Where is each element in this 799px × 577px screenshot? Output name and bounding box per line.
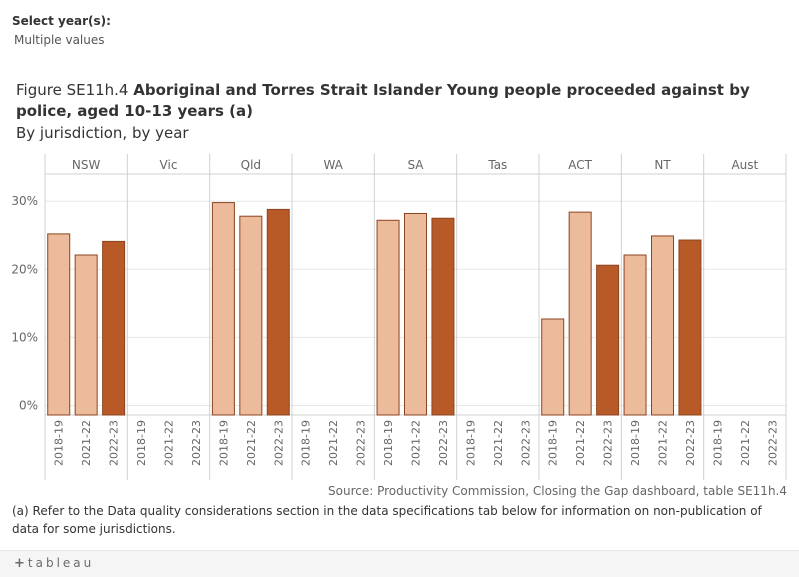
x-tick-label-wa-2018-19: 2018-19 xyxy=(300,420,313,466)
bar-act-2022-23 xyxy=(596,264,620,416)
x-tick-label-wa-2022-23: 2022-23 xyxy=(355,420,368,466)
panel-label-act: ACT xyxy=(568,158,592,172)
y-tick-label-2: 20% xyxy=(11,262,38,276)
x-tick-label-qld-2021-22: 2021-22 xyxy=(245,420,258,466)
x-tick-label-qld-2022-23: 2022-23 xyxy=(272,420,285,466)
y-tick-label-1: 10% xyxy=(11,330,38,344)
y-tick-label-0: 0% xyxy=(19,398,38,412)
tableau-footer: + tableau xyxy=(0,550,799,577)
x-tick-label-wa-2021-22: 2021-22 xyxy=(327,420,340,466)
x-tick-label-nsw-2021-22: 2021-22 xyxy=(80,420,93,466)
bar-act-2021-22 xyxy=(568,211,592,416)
footnote: (a) Refer to the Data quality considerat… xyxy=(12,504,762,536)
x-tick-label-tas-2018-19: 2018-19 xyxy=(464,420,477,466)
x-tick-label-nt-2018-19: 2018-19 xyxy=(629,420,642,466)
tableau-wordmark: tableau xyxy=(27,556,95,570)
chart-subtitle: By jurisdiction, by year xyxy=(16,124,189,142)
bar-nt-2018-19 xyxy=(623,254,647,416)
bar-sa-2022-23 xyxy=(431,217,455,416)
x-tick-label-nt-2021-22: 2021-22 xyxy=(657,420,670,466)
y-tick-label-3: 30% xyxy=(11,194,38,208)
bar-act-2018-19 xyxy=(541,318,565,416)
bar-qld-2018-19 xyxy=(211,202,235,416)
year-filter-value[interactable]: Multiple values xyxy=(14,33,105,47)
bar-nsw-2021-22 xyxy=(74,254,98,416)
x-tick-label-vic-2022-23: 2022-23 xyxy=(190,420,203,466)
bar-sa-2021-22 xyxy=(404,212,427,416)
x-tick-label-sa-2021-22: 2021-22 xyxy=(410,420,423,466)
bar-nsw-2018-19 xyxy=(47,233,71,416)
bar-qld-2021-22 xyxy=(239,215,263,416)
panel-label-nsw: NSW xyxy=(72,158,101,172)
x-tick-label-nsw-2018-19: 2018-19 xyxy=(53,420,66,466)
bar-qld-2022-23 xyxy=(266,208,290,416)
bar-nsw-2022-23 xyxy=(102,240,126,416)
panel-label-sa: SA xyxy=(407,158,424,172)
bar-nt-2022-23 xyxy=(678,239,702,416)
bar-nt-2021-22 xyxy=(651,235,674,416)
panel-label-vic: Vic xyxy=(160,158,178,172)
x-tick-label-aust-2021-22: 2021-22 xyxy=(739,420,752,466)
x-tick-label-act-2022-23: 2022-23 xyxy=(602,420,615,466)
filter-label: Select year(s): xyxy=(12,14,111,28)
x-tick-label-act-2018-19: 2018-19 xyxy=(547,420,560,466)
chart-title: Figure SE11h.4 Aboriginal and Torres Str… xyxy=(16,80,786,122)
x-tick-label-tas-2021-22: 2021-22 xyxy=(492,420,505,466)
panel-label-tas: Tas xyxy=(487,158,507,172)
panel-label-nt: NT xyxy=(654,158,671,172)
x-tick-label-tas-2022-23: 2022-23 xyxy=(519,420,532,466)
x-tick-label-sa-2018-19: 2018-19 xyxy=(382,420,395,466)
tableau-plus-icon: + xyxy=(14,556,25,571)
panel-label-aust: Aust xyxy=(731,158,758,172)
x-tick-label-nsw-2022-23: 2022-23 xyxy=(108,420,121,466)
x-tick-label-vic-2021-22: 2021-22 xyxy=(163,420,176,466)
x-tick-label-sa-2022-23: 2022-23 xyxy=(437,420,450,466)
source-note: Source: Productivity Commission, Closing… xyxy=(328,484,787,498)
x-tick-label-nt-2022-23: 2022-23 xyxy=(684,420,697,466)
bar-chart: 0% 10% 20% 30% NSW 2018-19 2021-22 2022-23 Vic 20… xyxy=(11,154,787,480)
figure-number: Figure SE11h.4 xyxy=(16,81,129,99)
x-tick-label-act-2021-22: 2021-22 xyxy=(574,420,587,466)
bar-sa-2018-19 xyxy=(376,219,400,416)
x-tick-label-aust-2018-19: 2018-19 xyxy=(711,420,724,466)
x-tick-label-qld-2018-19: 2018-19 xyxy=(217,420,230,466)
panel-label-qld: Qld xyxy=(241,158,261,172)
tableau-logo[interactable]: + tableau xyxy=(14,556,94,571)
figure-title: Aboriginal and Torres Strait Islander Yo… xyxy=(16,81,750,120)
panel-label-wa: WA xyxy=(323,158,343,172)
x-tick-label-aust-2022-23: 2022-23 xyxy=(766,420,779,466)
x-tick-label-vic-2018-19: 2018-19 xyxy=(135,420,148,466)
